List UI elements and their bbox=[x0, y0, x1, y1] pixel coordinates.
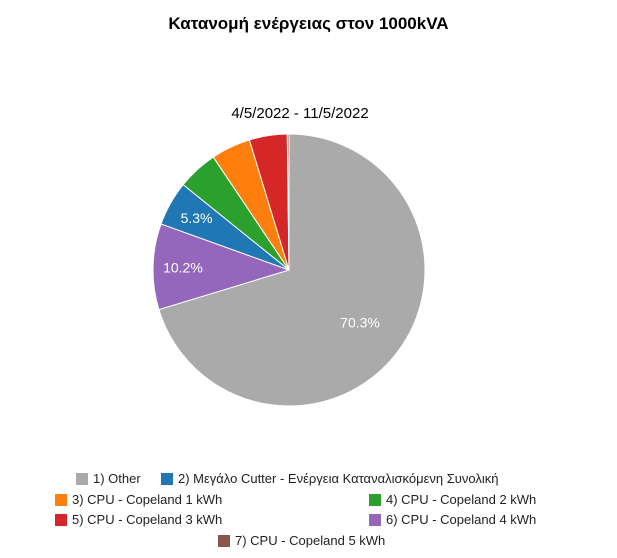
legend-item-4[interactable]: 4) CPU - Copeland 2 kWh bbox=[369, 492, 536, 507]
slice-data-label-6: 10.2% bbox=[163, 259, 203, 275]
legend-item-6[interactable]: 6) CPU - Copeland 4 kWh bbox=[369, 512, 536, 527]
legend-swatch bbox=[55, 513, 67, 526]
pie-slice-6[interactable] bbox=[152, 223, 291, 311]
pie-slice-1[interactable] bbox=[158, 133, 426, 407]
legend-label: 1) Other bbox=[93, 471, 141, 486]
legend-label: 3) CPU - Copeland 1 kWh bbox=[72, 492, 223, 507]
slice-data-label-1: 70.3% bbox=[340, 315, 380, 331]
legend-item-2[interactable]: 2) Μεγάλο Cutter - Ενέργεια Καταναλισκόμ… bbox=[161, 471, 498, 486]
chart-title: Κατανομή ενέργειας στον 1000kVA bbox=[168, 14, 449, 33]
legend-label: 6) CPU - Copeland 4 kWh bbox=[386, 512, 537, 527]
legend-swatch bbox=[369, 493, 381, 506]
chart-subtitle: 4/5/2022 - 11/5/2022 bbox=[231, 105, 369, 122]
slice-data-label-2: 5.3% bbox=[181, 210, 213, 226]
pie-chart: 70.3% 10.2% 5.3% bbox=[152, 133, 426, 407]
legend-label: 5) CPU - Copeland 3 kWh bbox=[72, 512, 223, 527]
legend-item-1[interactable]: 1) Other bbox=[76, 471, 141, 486]
legend-item-5[interactable]: 5) CPU - Copeland 3 kWh bbox=[55, 512, 222, 527]
legend-swatch bbox=[76, 472, 88, 485]
legend-label: 4) CPU - Copeland 2 kWh bbox=[386, 492, 537, 507]
legend-swatch bbox=[55, 493, 67, 506]
legend-swatch bbox=[218, 534, 230, 547]
legend-item-3[interactable]: 3) CPU - Copeland 1 kWh bbox=[55, 492, 222, 507]
legend-swatch bbox=[369, 513, 381, 526]
legend-swatch bbox=[161, 472, 173, 485]
legend-label: 2) Μεγάλο Cutter - Ενέργεια Καταναλισκόμ… bbox=[178, 471, 499, 486]
legend-item-7[interactable]: 7) CPU - Copeland 5 kWh bbox=[218, 533, 385, 548]
pie-slice-7[interactable] bbox=[286, 133, 290, 271]
legend-label: 7) CPU - Copeland 5 kWh bbox=[235, 533, 386, 548]
